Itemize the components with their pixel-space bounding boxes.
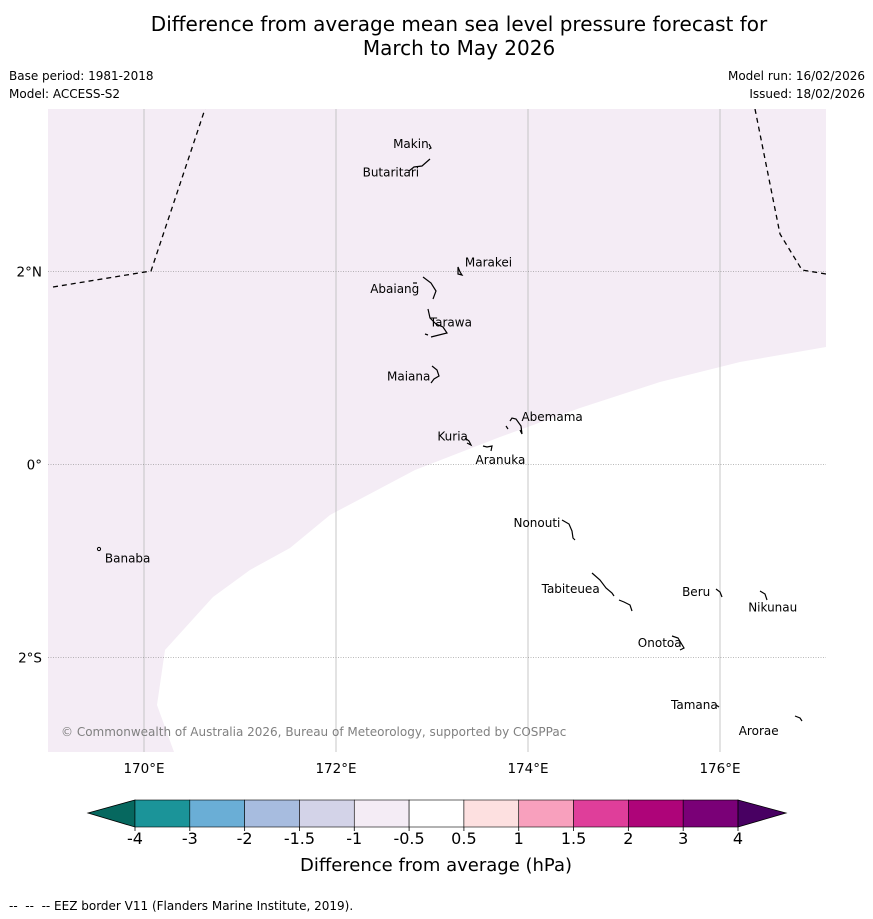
island-label: Butaritari (363, 165, 420, 179)
colorbar-tick-label: -1.5 (284, 829, 315, 848)
colorbar-cell (353, 799, 410, 828)
island-label: Arorae (739, 724, 779, 738)
marakei-outline (457, 266, 464, 276)
colorbar-ticks: -4 -3 -2 -1.5 -1 -0.5 0.5 1 1.5 2 3 4 (127, 827, 743, 848)
abemama-outline (509, 417, 523, 435)
eez-border-west (52, 109, 206, 288)
maiana-outline (430, 365, 440, 384)
colorbar-tick-label: -4 (127, 829, 143, 848)
colorbar-tick-label: 1.5 (561, 829, 586, 848)
tabiteuea-south-outline (618, 599, 633, 612)
eez-border-east (754, 109, 826, 275)
copyright-note: © Commonwealth of Australia 2026, Bureau… (61, 725, 566, 739)
island-label: Nikunau (748, 601, 797, 615)
lon-tick-label: 172°E (315, 761, 356, 777)
title-line-1: Difference from average mean sea level p… (150, 12, 768, 36)
colorbar-tick-label: 1 (514, 829, 524, 848)
island-labels: Makin Butaritari Marakei Abaiang Tarawa Maian… (105, 137, 797, 738)
colorbar: -4 -3 -2 -1.5 -1 -0.5 0.5 1 1.5 2 3 4 Difference fr… (86, 799, 788, 876)
colorbar-cell (189, 799, 245, 828)
tabiteuea-outline (591, 572, 615, 597)
island-label: Tarawa (429, 315, 472, 329)
model-name: Model: ACCESS-S2 (9, 87, 121, 101)
latitude-labels: 2°N 0° 2°S (17, 265, 42, 667)
beru-outline (715, 588, 723, 598)
lat-tick-label: 2°S (18, 651, 42, 667)
island-label: Onotoa (638, 636, 682, 650)
issued-date: Issued: 18/02/2026 (749, 87, 865, 101)
lon-tick-label: 174°E (507, 761, 548, 777)
colorbar-tick-label: -3 (182, 829, 198, 848)
meta-left: Base period: 1981-2018 Model: ACCESS-S2 (9, 67, 154, 103)
abaiang-outline (422, 276, 437, 300)
meta-right: Model run: 16/02/2026 Issued: 18/02/2026 (728, 67, 865, 103)
colorbar-cell (573, 799, 629, 828)
lat-tick-label: 2°N (17, 265, 42, 281)
lon-tick-label: 170°E (123, 761, 164, 777)
colorbar-cell (244, 799, 300, 828)
lon-tick-label: 176°E (699, 761, 740, 777)
pressure-anomaly-region (48, 109, 826, 752)
colorbar-label: Difference from average (hPa) (300, 855, 572, 876)
island-label: Beru (682, 585, 710, 599)
butaritari-outline (408, 158, 431, 172)
onotoa-outline (671, 635, 685, 651)
island-label: Kuria (437, 429, 468, 443)
colorbar-cell (299, 799, 355, 828)
island-label: Abemama (521, 410, 582, 424)
island-outlines (408, 143, 803, 722)
colorbar-cell (134, 799, 191, 828)
arorae-outline (794, 715, 803, 722)
tarawa-reef (424, 333, 429, 336)
colorbar-tick-label: -0.5 (393, 829, 424, 848)
colorbar-cell (682, 799, 739, 828)
nonouti-outline (561, 519, 576, 541)
abemama-reef (505, 425, 509, 430)
island-label: Tamana (670, 698, 718, 712)
island-label: Aranuka (476, 453, 526, 467)
island-label: Maiana (387, 370, 430, 384)
island-label: Tabiteuea (541, 582, 600, 596)
colorbar-tick-label: 2 (623, 829, 633, 848)
island-label: Abaiang (370, 282, 419, 296)
colorbar-tick-label: -1 (346, 829, 362, 848)
colorbar-tick-label: 4 (733, 829, 743, 848)
colorbar-cell (408, 799, 465, 828)
makin-outline (428, 143, 432, 150)
title-line-2: March to May 2026 (362, 36, 556, 60)
colorbar-cell (628, 799, 684, 828)
colorbar-tick-label: 3 (678, 829, 688, 848)
kuria-outline (464, 437, 473, 447)
colorbar-tick-label: 0.5 (451, 829, 476, 848)
island-label: Marakei (465, 256, 512, 270)
colorbar-under-arrow (86, 799, 136, 828)
base-period: Base period: 1981-2018 (9, 69, 154, 83)
colorbar-cell (518, 799, 574, 828)
tarawa-outline (427, 308, 448, 338)
colorbar-tick-label: -2 (237, 829, 253, 848)
chart-title: Difference from average mean sea level p… (0, 12, 873, 60)
colorbar-over-arrow (737, 799, 788, 828)
colorbar-cell (463, 799, 520, 828)
island-label: Makin (393, 137, 429, 151)
model-run: Model run: 16/02/2026 (727, 69, 865, 83)
tamana-outline (715, 704, 720, 708)
eez-source-note: -- -- -- EEZ border V11 (Flanders Marine… (9, 899, 354, 913)
graticule (48, 109, 826, 752)
island-label: Banaba (105, 551, 151, 565)
nikunau-outline (759, 590, 768, 601)
island-label: Nonouti (513, 516, 560, 530)
longitude-labels: 170°E 172°E 174°E 176°E (123, 761, 740, 777)
map-panel: Makin Butaritari Marakei Abaiang Tarawa Maian… (48, 109, 826, 752)
lat-tick-label: 0° (27, 458, 42, 474)
banaba-outline (96, 546, 102, 552)
aranuka-outline (482, 445, 493, 452)
colorbar-cells (134, 799, 739, 828)
